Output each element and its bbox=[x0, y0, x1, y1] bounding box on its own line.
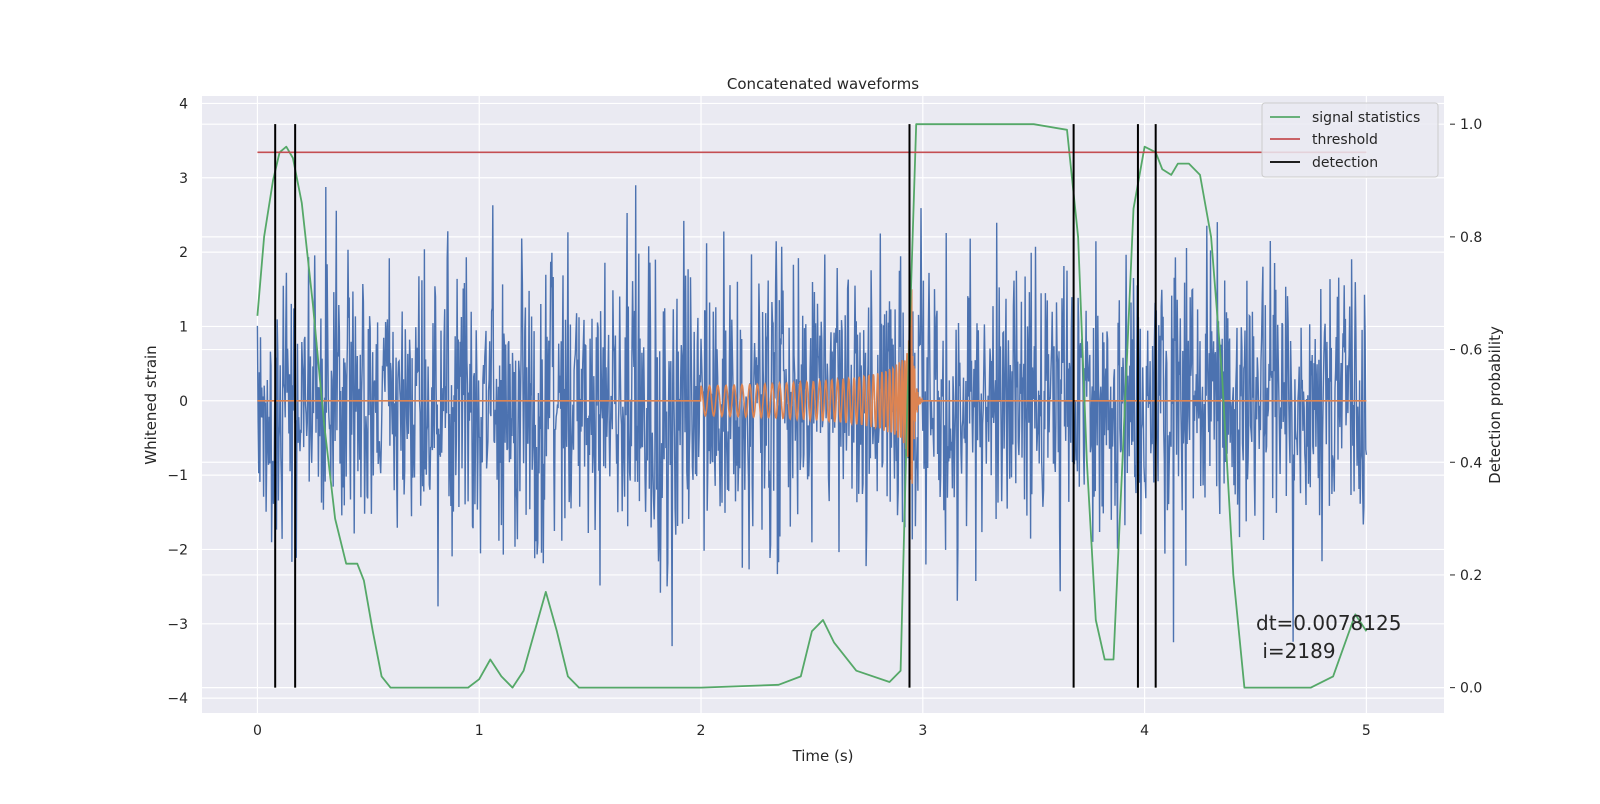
y-tick-label-left: 2 bbox=[179, 245, 188, 261]
x-tick-label: 4 bbox=[1140, 723, 1149, 739]
y-tick-label-left: 0 bbox=[179, 394, 188, 410]
legend-label-detection: detection bbox=[1312, 155, 1378, 171]
x-tick-label: 3 bbox=[918, 723, 927, 739]
strain-series-group bbox=[256, 185, 1368, 647]
y-tick-label-right: 1.0 bbox=[1460, 117, 1482, 133]
legend-box bbox=[1261, 102, 1439, 178]
y-tick-label-left: 1 bbox=[179, 319, 188, 335]
y-tick-label-left: −3 bbox=[167, 617, 188, 633]
x-axis-label: Time (s) bbox=[792, 747, 854, 765]
x-tick-label: 0 bbox=[253, 723, 262, 739]
chart-title: Concatenated waveforms bbox=[727, 75, 919, 93]
legend-label-signal-statistics: signal statistics bbox=[1312, 110, 1420, 126]
y-tick-label-right: 0.6 bbox=[1460, 343, 1482, 359]
signal-statistics-line bbox=[256, 123, 1368, 689]
annotation-index: i=2189 bbox=[1256, 639, 1336, 663]
y-tick-label-right: 0.8 bbox=[1460, 230, 1482, 246]
x-tick-label: 5 bbox=[1362, 723, 1371, 739]
y-tick-label-left: −2 bbox=[167, 542, 188, 558]
y-tick-label-right: 0.4 bbox=[1460, 455, 1482, 471]
y-tick-label-left: 3 bbox=[179, 171, 188, 187]
legend: signal statistics threshold detection bbox=[1261, 102, 1439, 178]
annotation-dt: dt=0.0078125 bbox=[1256, 611, 1401, 635]
probability-series-group bbox=[256, 123, 1368, 689]
strain-noise-line bbox=[256, 185, 1368, 647]
chirp-waveform-line bbox=[257, 289, 1367, 484]
legend-label-threshold: threshold bbox=[1312, 132, 1378, 148]
y-tick-label-left: −1 bbox=[167, 468, 188, 484]
x-tick-label: 1 bbox=[475, 723, 484, 739]
y-axis-label-right: Detection probability bbox=[1486, 326, 1504, 484]
y-tick-label-right: 0.0 bbox=[1460, 681, 1482, 697]
x-tick-label: 2 bbox=[697, 723, 706, 739]
y-tick-label-left: 4 bbox=[179, 96, 188, 112]
y-axis-label-left: Whitened strain bbox=[142, 345, 160, 464]
y-tick-label-left: −4 bbox=[167, 691, 188, 707]
y-tick-label-right: 0.2 bbox=[1460, 568, 1482, 584]
tick-labels: 0 1 2 3 4 5 −4 −3 −2 −1 0 1 2 3 4 0.0 0.2 0.4 0.6 0.8 1.0 bbox=[167, 96, 1482, 739]
